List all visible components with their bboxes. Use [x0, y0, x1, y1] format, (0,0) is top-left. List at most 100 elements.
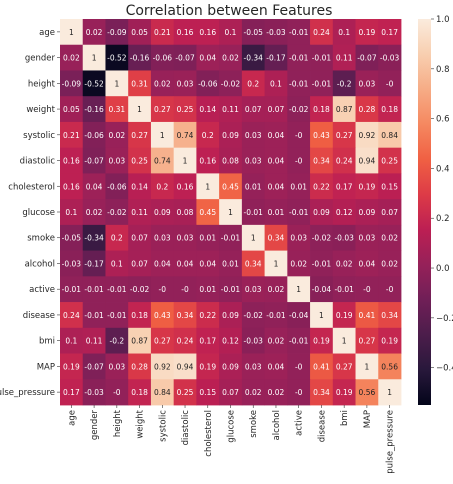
heatmap-cell [60, 224, 84, 251]
heatmap-cell [173, 379, 197, 406]
cell-value-label: 0.2 [202, 131, 214, 140]
cell-value-label: 0.02 [381, 234, 398, 243]
cell-value-label: 0.12 [222, 337, 239, 346]
heatmap-cell [150, 379, 175, 406]
heatmap-cell [196, 250, 220, 277]
cell-value-label: -0.02 [289, 105, 309, 114]
heatmap-cell [150, 121, 175, 149]
heatmap-cell [150, 276, 175, 303]
heatmap-cell [173, 353, 197, 380]
colorbar-tick-label: 0.2 [436, 214, 450, 224]
heatmap-cell [219, 199, 243, 226]
cell-value-label: -0.52 [84, 79, 104, 88]
cell-value-label: 0.27 [336, 131, 353, 140]
cell-value-label: 0.25 [381, 157, 398, 166]
cell-value-label: 0.34 [313, 157, 330, 166]
heatmap-cell [196, 224, 220, 251]
cell-value-label: 0.02 [86, 28, 103, 37]
cell-value-label: -0.2 [110, 337, 125, 346]
heatmap-cell [60, 250, 84, 277]
column-tick-label: pulse_pressure [386, 410, 396, 474]
heatmap-cell [82, 302, 106, 329]
cell-value-label: 0.19 [359, 182, 376, 191]
cell-value-label: -0.07 [84, 157, 104, 166]
cell-value-label: 0.02 [222, 54, 239, 63]
heatmap-cell [173, 276, 197, 303]
cell-value-label: 0.16 [199, 157, 216, 166]
cell-value-label: 1 [365, 362, 370, 371]
cell-value-label: 0.27 [359, 337, 376, 346]
heatmap-cell [105, 302, 129, 329]
heatmap-cell [60, 276, 84, 303]
row-tick-label: weight [26, 105, 55, 115]
heatmap-cell [241, 276, 265, 303]
cell-value-label: -0 [181, 285, 189, 294]
heatmap-cell [60, 327, 84, 354]
row-tick-labels: age gender height weight systolic diastolic ch… [0, 28, 60, 398]
heatmap-cell [173, 250, 197, 277]
cell-value-label: 0.87 [336, 105, 353, 114]
heatmap-cell [332, 44, 356, 71]
cell-value-label: 0.03 [108, 362, 125, 371]
colorbar-tick-label: 0.8 [436, 65, 450, 75]
row-tick-label: systolic [23, 131, 55, 141]
cell-value-label: -0.01 [244, 208, 264, 217]
cell-value-label: 0.28 [359, 105, 376, 114]
heatmap-cell [378, 19, 402, 46]
cell-value-label: 0.34 [381, 311, 398, 320]
column-tick-label: systolic [158, 410, 168, 442]
heatmap-cell [264, 173, 288, 200]
heatmap-cell [196, 19, 220, 46]
cell-value-label: 0.16 [199, 28, 216, 37]
cell-value-label: 1 [228, 208, 233, 217]
cell-value-label: 0.09 [154, 208, 171, 217]
heatmap-cell [332, 379, 356, 406]
colorbar-gradient [418, 19, 431, 405]
cell-value-label: 0.22 [199, 311, 216, 320]
column-tick-label: disease [317, 410, 327, 442]
column-tick-label: weight [136, 409, 146, 438]
cell-value-label: 0.34 [177, 311, 194, 320]
heatmap-cell [60, 121, 84, 149]
heatmap-cell [150, 96, 175, 123]
heatmap-cell [60, 70, 84, 97]
heatmap-cell [196, 44, 220, 71]
cell-value-label: 0.04 [268, 157, 285, 166]
heatmap-cell [378, 96, 402, 123]
cell-value-label: 0.24 [177, 337, 194, 346]
heatmap-cell [128, 173, 152, 200]
heatmap-cell [355, 302, 379, 329]
column-tick-label: smoke [249, 410, 259, 438]
cell-value-label: 0.56 [359, 388, 376, 397]
heatmap-cell [287, 250, 311, 277]
cell-value-label: -0 [295, 362, 303, 371]
heatmap-cell [219, 276, 243, 303]
heatmap-cell [60, 19, 84, 46]
heatmap-cell [128, 250, 152, 277]
row-tick-label: pulse_pressure [0, 388, 55, 398]
heatmap-cell [332, 173, 356, 200]
heatmap-cell [332, 276, 356, 303]
cell-value-label: 0.16 [177, 182, 194, 191]
heatmap-cell [378, 147, 402, 174]
column-tick-label: alcohol [272, 410, 282, 440]
heatmap-cells [60, 19, 402, 406]
cell-value-label: 0.02 [154, 79, 171, 88]
heatmap-cell [287, 70, 311, 97]
heatmap-cell [173, 19, 197, 46]
heatmap-cell [196, 379, 220, 406]
heatmap-cell [82, 70, 106, 97]
cell-value-label: -0.03 [244, 337, 264, 346]
cell-value-label: 0.11 [336, 54, 353, 63]
heatmap-cell [355, 147, 379, 174]
cell-value-label: -0.01 [312, 79, 332, 88]
cell-value-label: -0.06 [84, 131, 104, 140]
heatmap-cell [241, 224, 265, 251]
heatmap-cell [105, 96, 129, 123]
heatmap-cell [105, 327, 129, 354]
heatmap-cell [355, 96, 379, 123]
cell-value-label: -0.01 [289, 337, 309, 346]
heatmap-cell [196, 96, 220, 123]
cell-value-label: 0.04 [268, 362, 285, 371]
cell-value-label: 0.07 [131, 234, 148, 243]
